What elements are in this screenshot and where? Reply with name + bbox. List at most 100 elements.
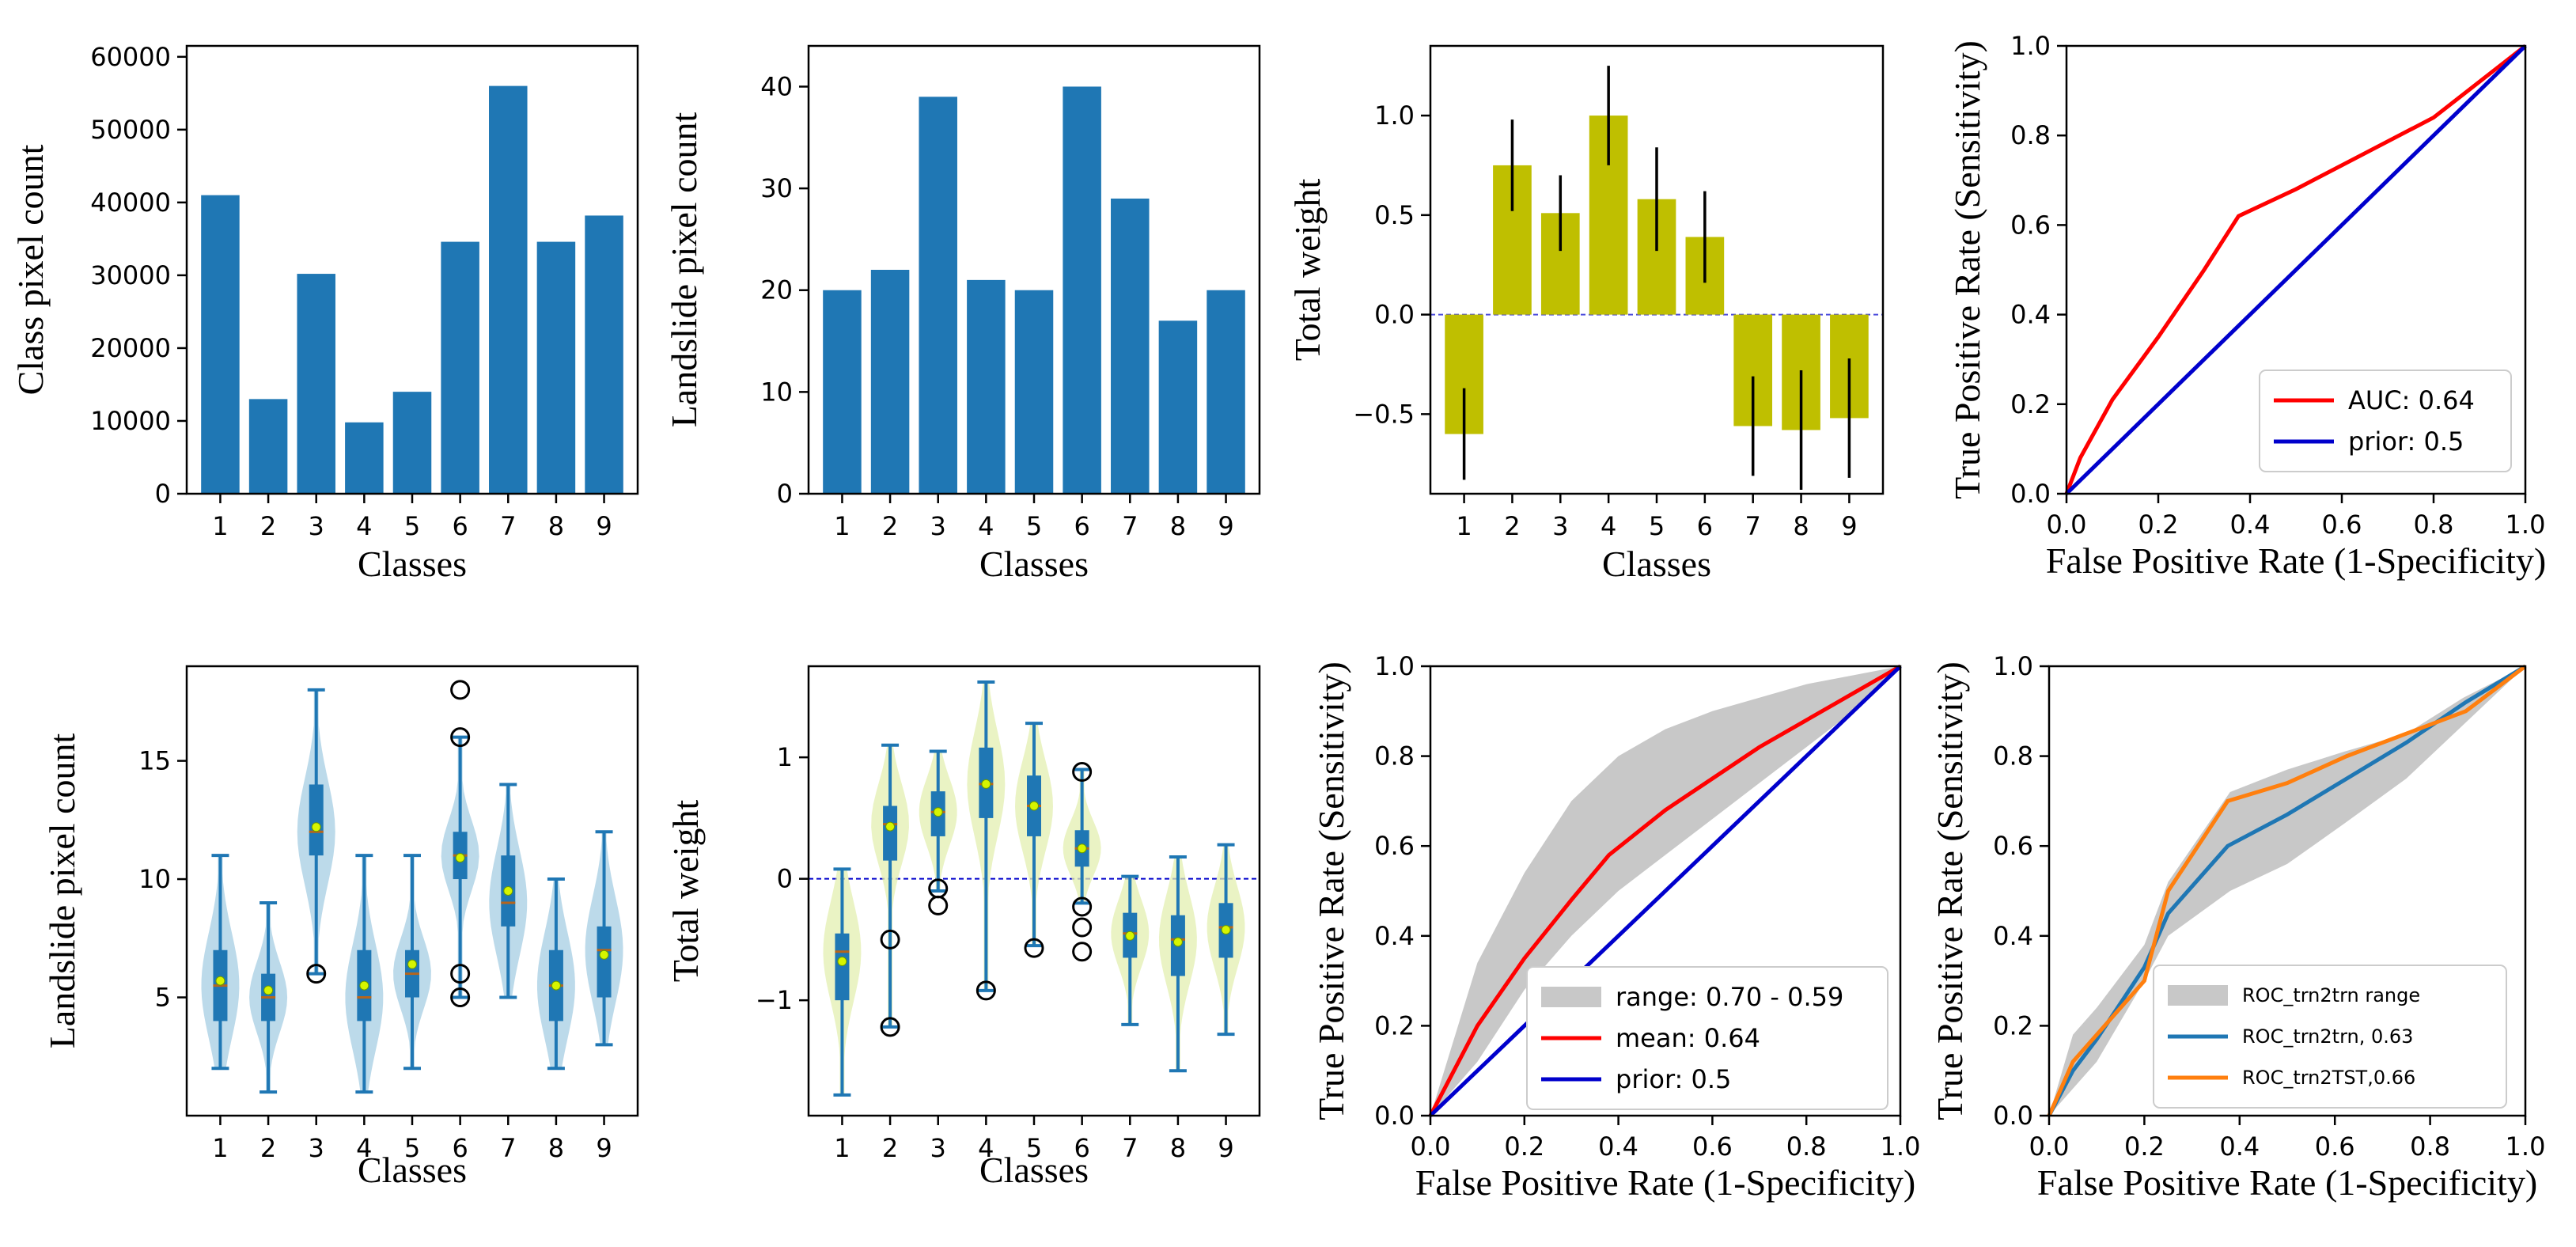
x-tick-label: 1 (834, 511, 850, 541)
x-axis-label: Classes (358, 544, 467, 584)
x-tick-label: 4 (1601, 511, 1616, 541)
x-tick-label: 4 (356, 511, 372, 541)
x-tick-label: 0.4 (1598, 1131, 1638, 1162)
legend-label: ROC_trn2TST,0.66 (2242, 1067, 2415, 1089)
bar (870, 270, 910, 494)
mean-marker (311, 822, 321, 832)
mean-marker (1077, 843, 1087, 854)
outlier-marker (450, 964, 471, 984)
legend-label: ROC_trn2trn, 0.63 (2242, 1025, 2413, 1048)
mean-marker (885, 821, 896, 832)
y-axis-label: Total weight (665, 800, 706, 983)
roc-series-line (2064, 44, 2527, 495)
x-tick-label: 5 (1026, 1133, 1042, 1163)
y-tick-label: 1.0 (1374, 100, 1415, 131)
y-tick-label: 1 (777, 742, 793, 772)
x-axis-label: False Positive Rate (1-Specificity) (2046, 540, 2546, 581)
x-tick-label: 0.0 (2029, 1131, 2070, 1162)
x-tick-label: 9 (1218, 511, 1233, 541)
x-tick-label: 0.4 (2219, 1131, 2260, 1162)
x-tick-label: 4 (356, 1133, 372, 1163)
y-tick-label: 0 (155, 479, 171, 509)
legend-band-swatch (1541, 987, 1601, 1007)
bar (536, 241, 576, 494)
y-axis-label: True Positive Rate (Sensitivity) (1947, 40, 1987, 499)
roc-range-band (2049, 666, 2525, 1116)
legend-label: prior: 0.5 (1616, 1064, 1731, 1094)
p4-panel: 0.00.00.20.20.40.40.60.60.80.81.01.0Fals… (1947, 31, 2546, 581)
y-tick-label: 20 (760, 275, 793, 305)
y-axis-label: True Positive Rate (Sensitivity) (1311, 661, 1351, 1120)
iqr-box (597, 926, 612, 998)
mean-marker (599, 949, 609, 960)
x-tick-label: 8 (1793, 511, 1809, 541)
x-axis-label: False Positive Rate (1-Specificity) (1415, 1162, 1915, 1203)
legend-band-swatch (2168, 985, 2228, 1006)
roc-series-line (2065, 44, 2527, 495)
outlier-marker (880, 929, 900, 949)
y-tick-label: −1 (756, 985, 793, 1015)
bar (967, 279, 1006, 494)
y-tick-label: 0 (777, 479, 793, 509)
bar (585, 215, 623, 494)
x-tick-label: 0.6 (1692, 1131, 1733, 1162)
outlier-marker (1072, 942, 1093, 962)
x-tick-label: 2 (882, 511, 898, 541)
y-tick-label: 0.2 (1993, 1010, 2033, 1040)
bar (1207, 290, 1245, 494)
x-axis-label: Classes (979, 1150, 1089, 1190)
x-tick-label: 2 (260, 1133, 276, 1163)
y-tick-label: 0.8 (1993, 741, 2033, 771)
x-tick-label: 2 (882, 1133, 898, 1163)
x-tick-label: 8 (1170, 1133, 1186, 1163)
x-tick-label: 2 (260, 511, 276, 541)
mean-marker (1029, 801, 1039, 811)
x-tick-label: 6 (1697, 511, 1713, 541)
outlier-marker (1072, 762, 1093, 783)
mean-marker (503, 886, 513, 896)
x-tick-label: 0.8 (2410, 1131, 2450, 1162)
x-tick-label: 7 (1745, 511, 1761, 541)
bar (1014, 290, 1054, 494)
x-tick-label: 1 (1456, 511, 1472, 541)
x-tick-label: 0.2 (2138, 510, 2179, 540)
y-tick-label: 10000 (90, 406, 171, 436)
x-tick-label: 6 (452, 1133, 468, 1163)
y-axis-label: Landslide pixel count (42, 733, 82, 1049)
outlier-marker (1072, 917, 1093, 938)
x-axis-label: Classes (358, 1150, 467, 1190)
x-tick-label: 0.2 (2124, 1131, 2165, 1162)
legend-label: ROC_trn2trn range (2242, 984, 2420, 1006)
mean-marker (551, 980, 561, 991)
x-tick-label: 8 (1170, 511, 1186, 541)
x-axis-label: False Positive Rate (1-Specificity) (2037, 1162, 2537, 1203)
y-tick-label: 0.8 (2010, 120, 2051, 150)
x-tick-label: 9 (1841, 511, 1857, 541)
p2-panel: 0 10 20 30 40 1 2 3 4 5 6 7 8 9 Classes Landslide pixel… (664, 44, 1261, 584)
bar (823, 290, 862, 494)
y-tick-label: 0.0 (1993, 1101, 2033, 1131)
bar (441, 241, 479, 494)
x-tick-label: 7 (1122, 1133, 1138, 1163)
x-tick-label: 3 (930, 1133, 946, 1163)
mean-marker (455, 853, 465, 863)
bar (297, 274, 335, 494)
bar (1063, 86, 1101, 495)
y-tick-label: 60000 (90, 42, 171, 72)
mean-marker (407, 959, 417, 969)
mean-marker (215, 976, 225, 986)
roc-series-line (1428, 664, 1902, 1117)
y-tick-label: 40 (760, 71, 793, 101)
x-tick-label: 1 (212, 511, 228, 541)
mean-marker (263, 985, 274, 995)
mean-marker (1221, 925, 1231, 935)
x-tick-label: 0.0 (2047, 510, 2087, 540)
x-axis-label: Classes (1602, 544, 1711, 584)
p1-panel: 0 10000 20000 30000 40000 50000 60000 1 2 3 4 5 6 7 8 9… (10, 42, 639, 584)
roc-series-line (2047, 664, 2527, 1117)
y-tick-label: 30000 (90, 260, 171, 290)
x-tick-label: 3 (1552, 511, 1568, 541)
iqr-box (883, 805, 898, 861)
x-tick-label: 4 (978, 1133, 994, 1163)
